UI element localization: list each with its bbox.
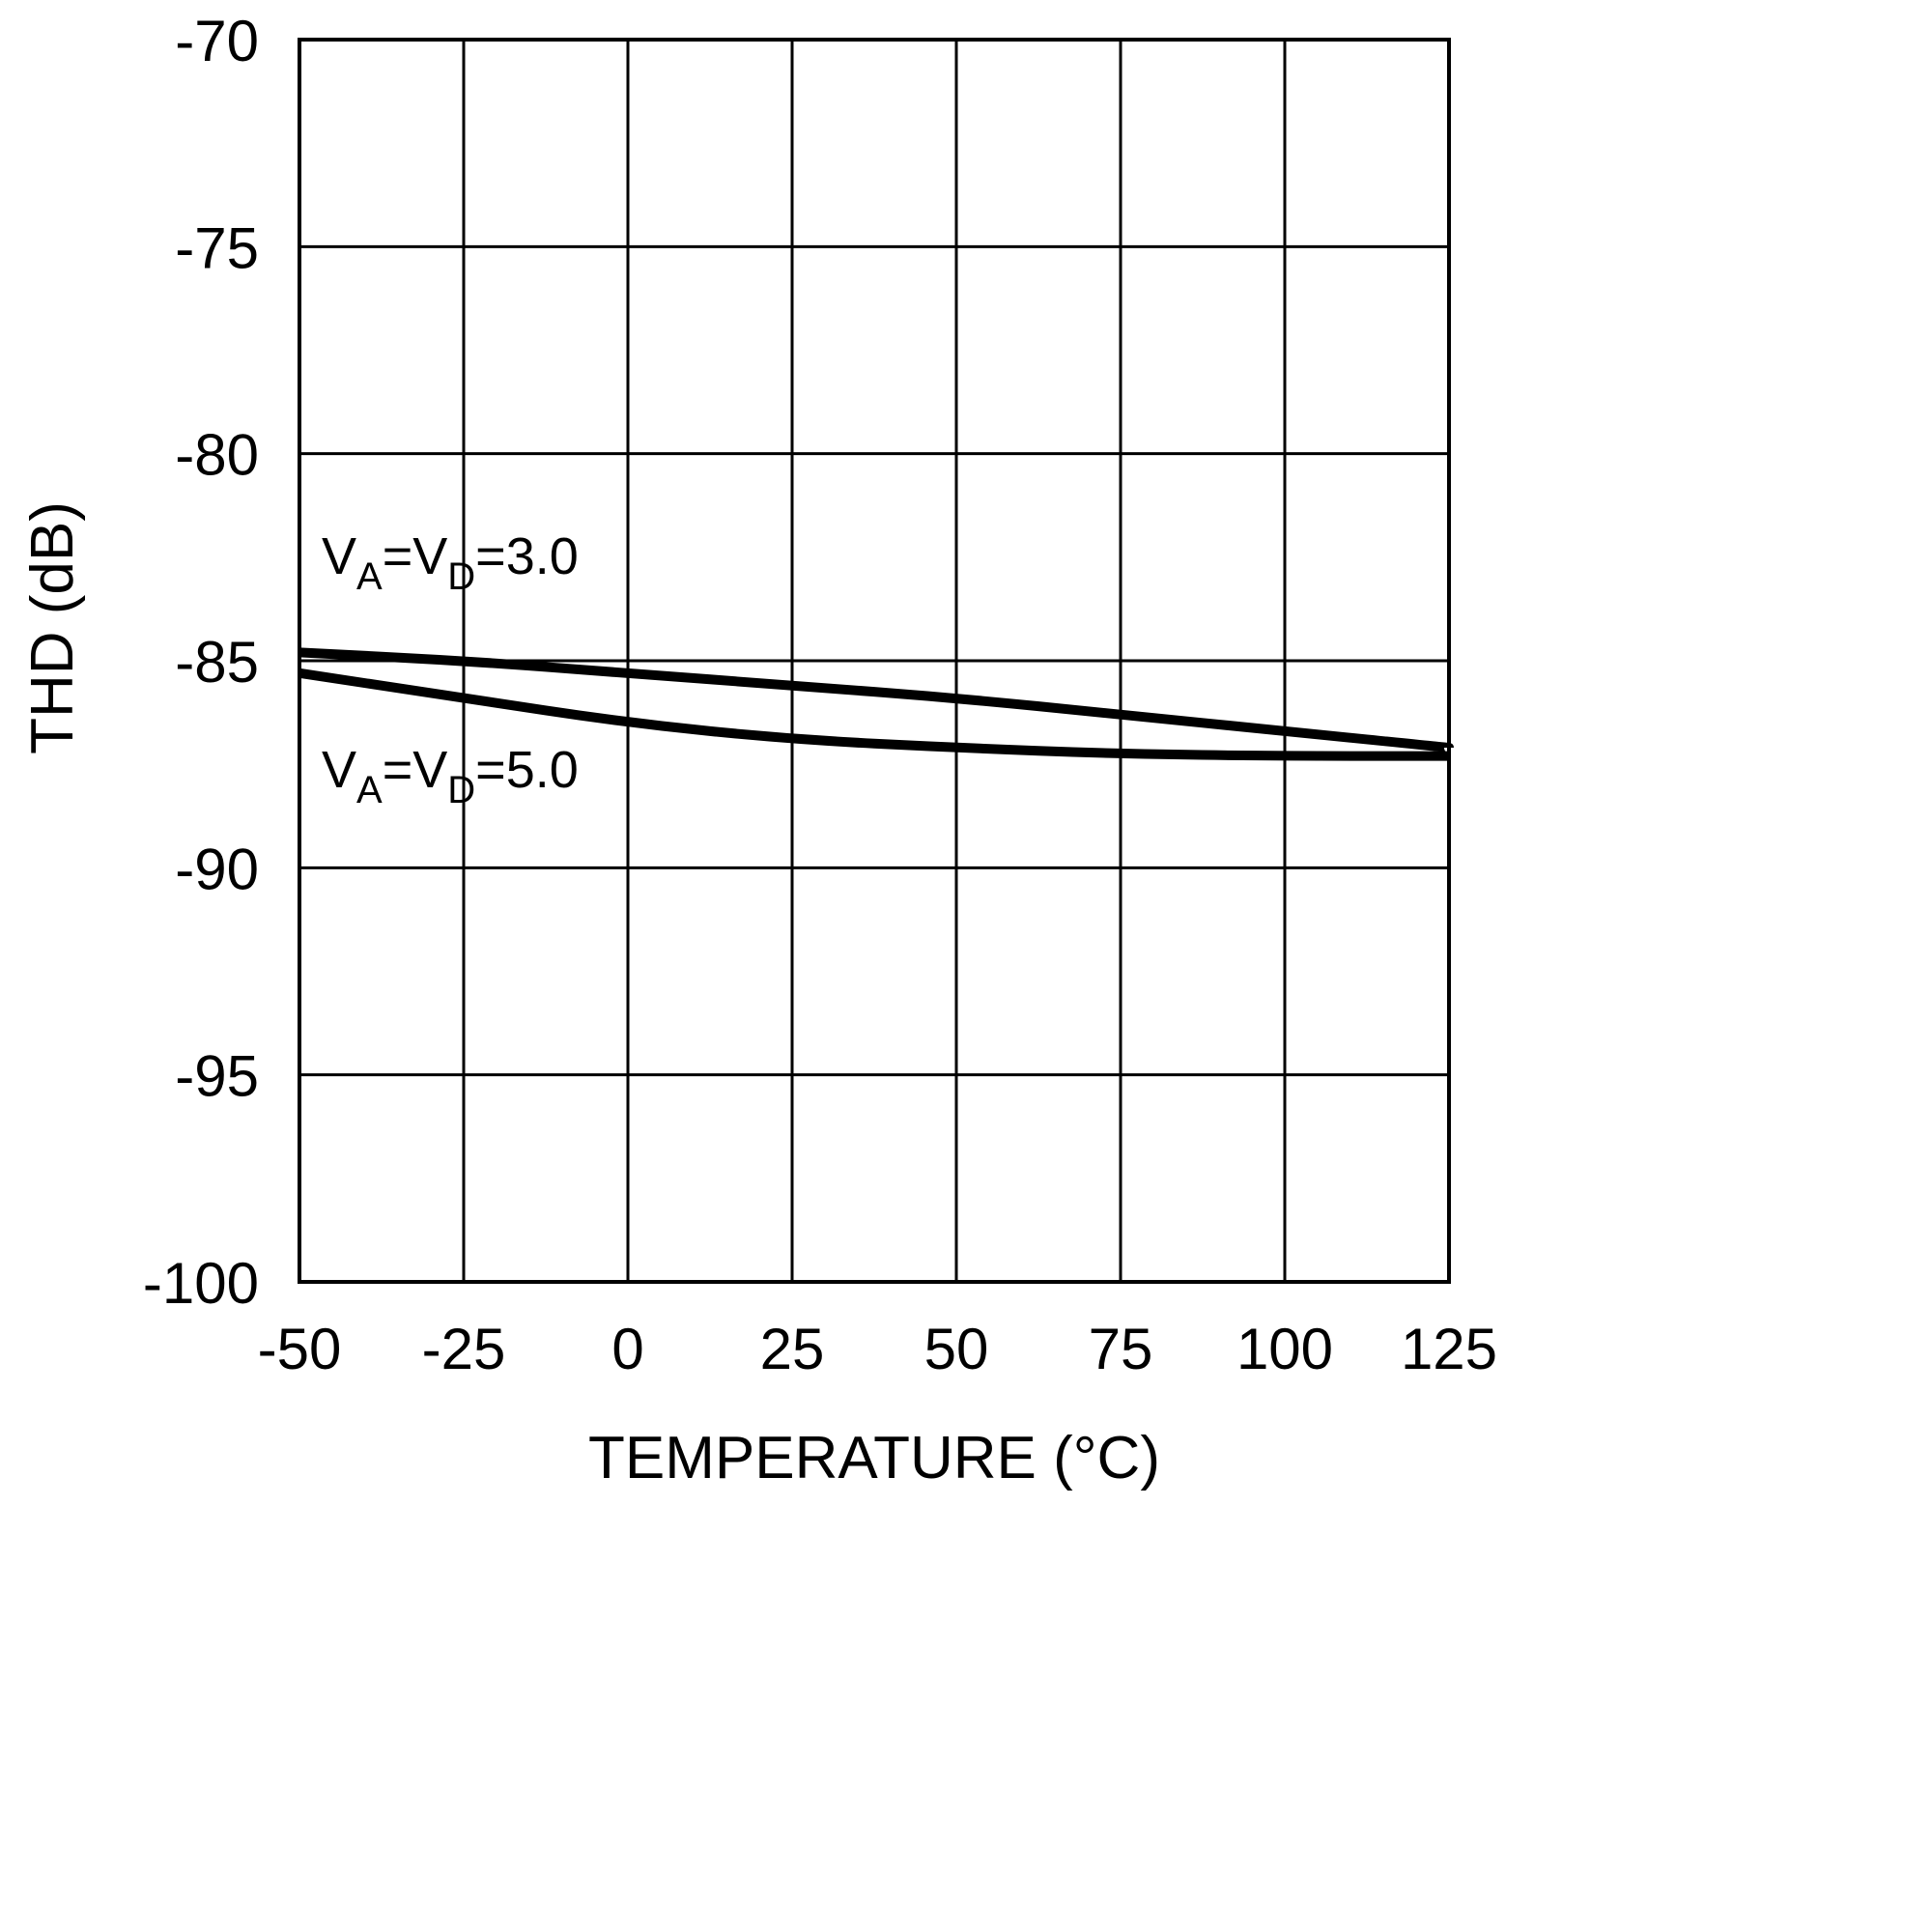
x-tick-label-2: 0 [611,1317,643,1381]
y-tick-label-5: -75 [175,215,259,280]
series-label-5-0-sub-d: D [447,769,475,811]
y-axis-title: THD (dB) [19,501,86,754]
y-tick-label-4: -80 [175,423,259,488]
y-tick-label-1: -95 [175,1044,259,1109]
series-label-3-0-sub-a: A [356,555,383,598]
x-tick-label-5: 75 [1089,1317,1153,1381]
x-tick-label-1: -25 [422,1317,506,1381]
x-tick-label-4: 50 [924,1317,989,1381]
series-line-0 [298,647,1450,753]
series-label-5-0-value: =5.0 [475,741,579,799]
y-tick-label-2: -90 [175,837,259,901]
series-label-5-0-v: V [322,741,356,799]
series-label-3-0-eqv: =V [383,527,448,585]
x-tick-label-3: 25 [760,1317,825,1381]
x-tick-label-0: -50 [258,1317,342,1381]
y-tick-label-3: -85 [175,630,259,695]
x-axis-title: TEMPERATURE (°C) [588,1425,1160,1492]
series-line-1 [298,668,1449,761]
series-label-va-vd-3-0: VA=VD=3.0 [322,527,579,598]
x-tick-label-6: 100 [1236,1317,1333,1381]
x-tick-label-7: 125 [1401,1317,1497,1381]
series-label-5-0-eqv: =V [383,741,448,799]
y-tick-labels: -100 -95 -90 -85 -80 -75 -70 [143,9,259,1316]
x-tick-labels: -50 -25 0 25 50 75 100 125 [258,1317,1497,1381]
series-label-va-vd-5-0: VA=VD=5.0 [322,741,579,811]
series-layer [298,647,1450,761]
plot-frame [298,38,1451,1284]
series-label-3-0-v: V [322,527,356,585]
series-label-3-0-value: =3.0 [475,527,579,585]
series-label-5-0-sub-a: A [356,769,383,811]
y-tick-label-6: -70 [175,9,259,73]
thd-vs-temperature-chart: -100 -95 -90 -85 -80 -75 -70 -50 -25 0 25 50 75 100 1… [19,9,1497,1492]
series-label-3-0-sub-d: D [447,555,475,598]
y-tick-label-0: -100 [143,1251,259,1316]
